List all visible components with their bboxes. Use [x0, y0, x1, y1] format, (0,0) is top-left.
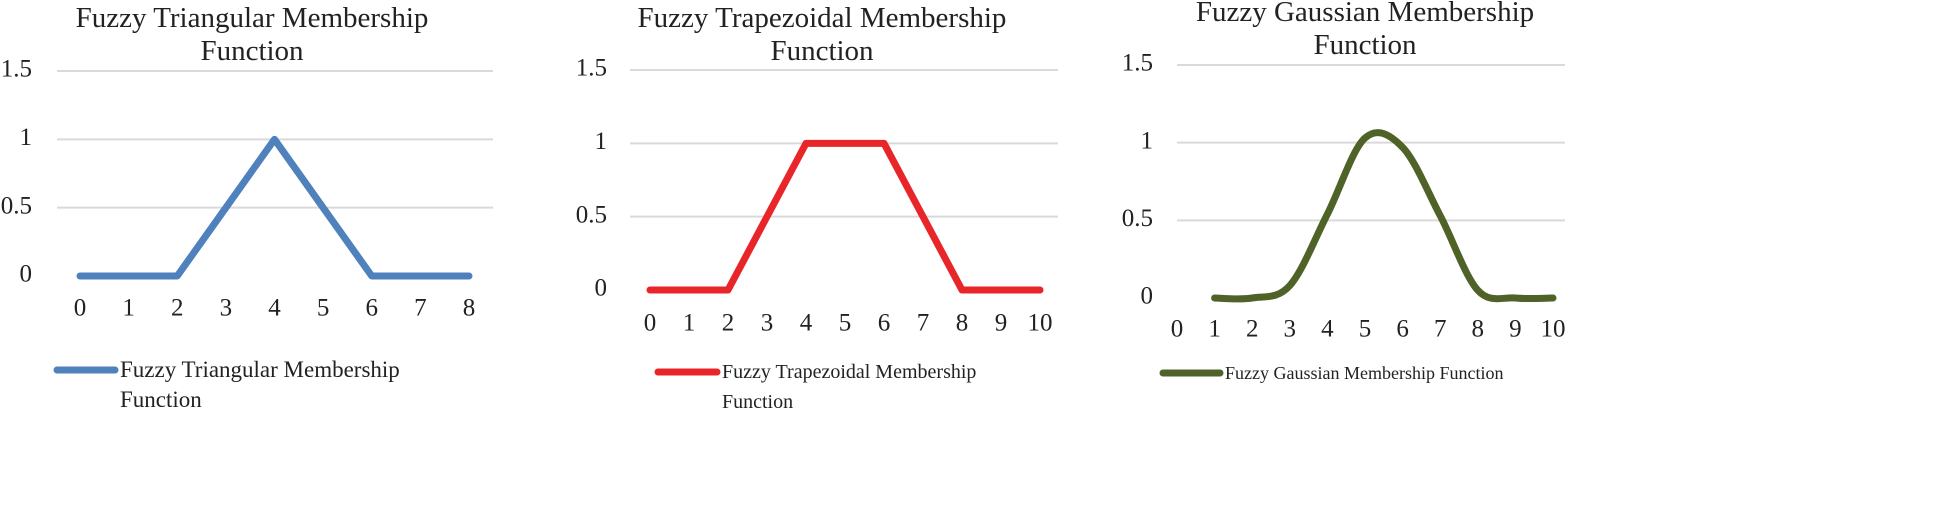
y-tick-label: 1.5	[1122, 50, 1153, 77]
x-tick-label: 9	[995, 310, 1008, 337]
x-tick-label: 7	[414, 295, 427, 322]
y-tick-label: 1	[20, 124, 33, 151]
y-tick-label: 0.5	[576, 201, 607, 228]
x-tick-label: 10	[1541, 316, 1566, 343]
legend-label: Fuzzy Gaussian Membership Function	[1225, 363, 1504, 383]
x-tick-label: 8	[1472, 316, 1485, 343]
y-tick-label: 0.5	[1122, 205, 1153, 232]
x-tick-label: 7	[917, 310, 930, 337]
x-tick-label: 0	[74, 295, 87, 322]
x-tick-label: 2	[1246, 316, 1259, 343]
chart-title: Fuzzy Triangular Membership Function	[75, 2, 429, 67]
x-tick-label: 6	[1396, 316, 1409, 343]
x-tick-label: 0	[1171, 316, 1184, 343]
y-tick-label: 1.5	[1, 56, 32, 83]
y-tick-label: 0	[595, 275, 608, 302]
x-tick-label: 3	[761, 310, 774, 337]
x-tick-label: 2	[171, 295, 184, 322]
x-tick-label: 4	[800, 310, 813, 337]
x-tick-label: 1	[1208, 316, 1221, 343]
x-tick-label: 8	[956, 310, 969, 337]
x-tick-label: 0	[644, 310, 657, 337]
x-tick-label: 5	[317, 295, 330, 322]
y-tick-label: 1	[1141, 127, 1154, 154]
x-tick-label: 9	[1509, 316, 1522, 343]
series-line	[646, 139, 1044, 294]
x-tick-label: 5	[839, 310, 852, 337]
chart-title: Fuzzy Gaussian Membership Function	[1195, 0, 1535, 61]
legend-label: Fuzzy Triangular Membership Function	[120, 357, 400, 412]
y-tick-label: 0	[20, 261, 33, 288]
y-tick-label: 1	[595, 128, 608, 155]
series-line	[76, 135, 473, 280]
y-tick-label: 0.5	[1, 192, 32, 219]
x-tick-label: 1	[122, 295, 135, 322]
x-tick-label: 3	[1284, 316, 1297, 343]
x-tick-label: 5	[1359, 316, 1372, 343]
x-tick-label: 4	[1321, 316, 1334, 343]
chart-title: Fuzzy Trapezoidal Membership Function	[637, 2, 1007, 67]
y-tick-label: 0	[1141, 283, 1154, 310]
x-tick-label: 7	[1434, 316, 1447, 343]
x-tick-label: 6	[878, 310, 891, 337]
x-tick-label: 1	[683, 310, 696, 337]
x-tick-label: 4	[268, 295, 281, 322]
x-tick-label: 3	[220, 295, 233, 322]
x-tick-label: 2	[722, 310, 735, 337]
legend-label: Fuzzy Trapezoidal Membership Function	[722, 361, 977, 413]
series-line	[1211, 129, 1557, 303]
x-tick-label: 10	[1028, 310, 1053, 337]
x-tick-label: 8	[463, 295, 476, 322]
y-tick-label: 1.5	[576, 55, 607, 82]
x-tick-label: 6	[366, 295, 379, 322]
